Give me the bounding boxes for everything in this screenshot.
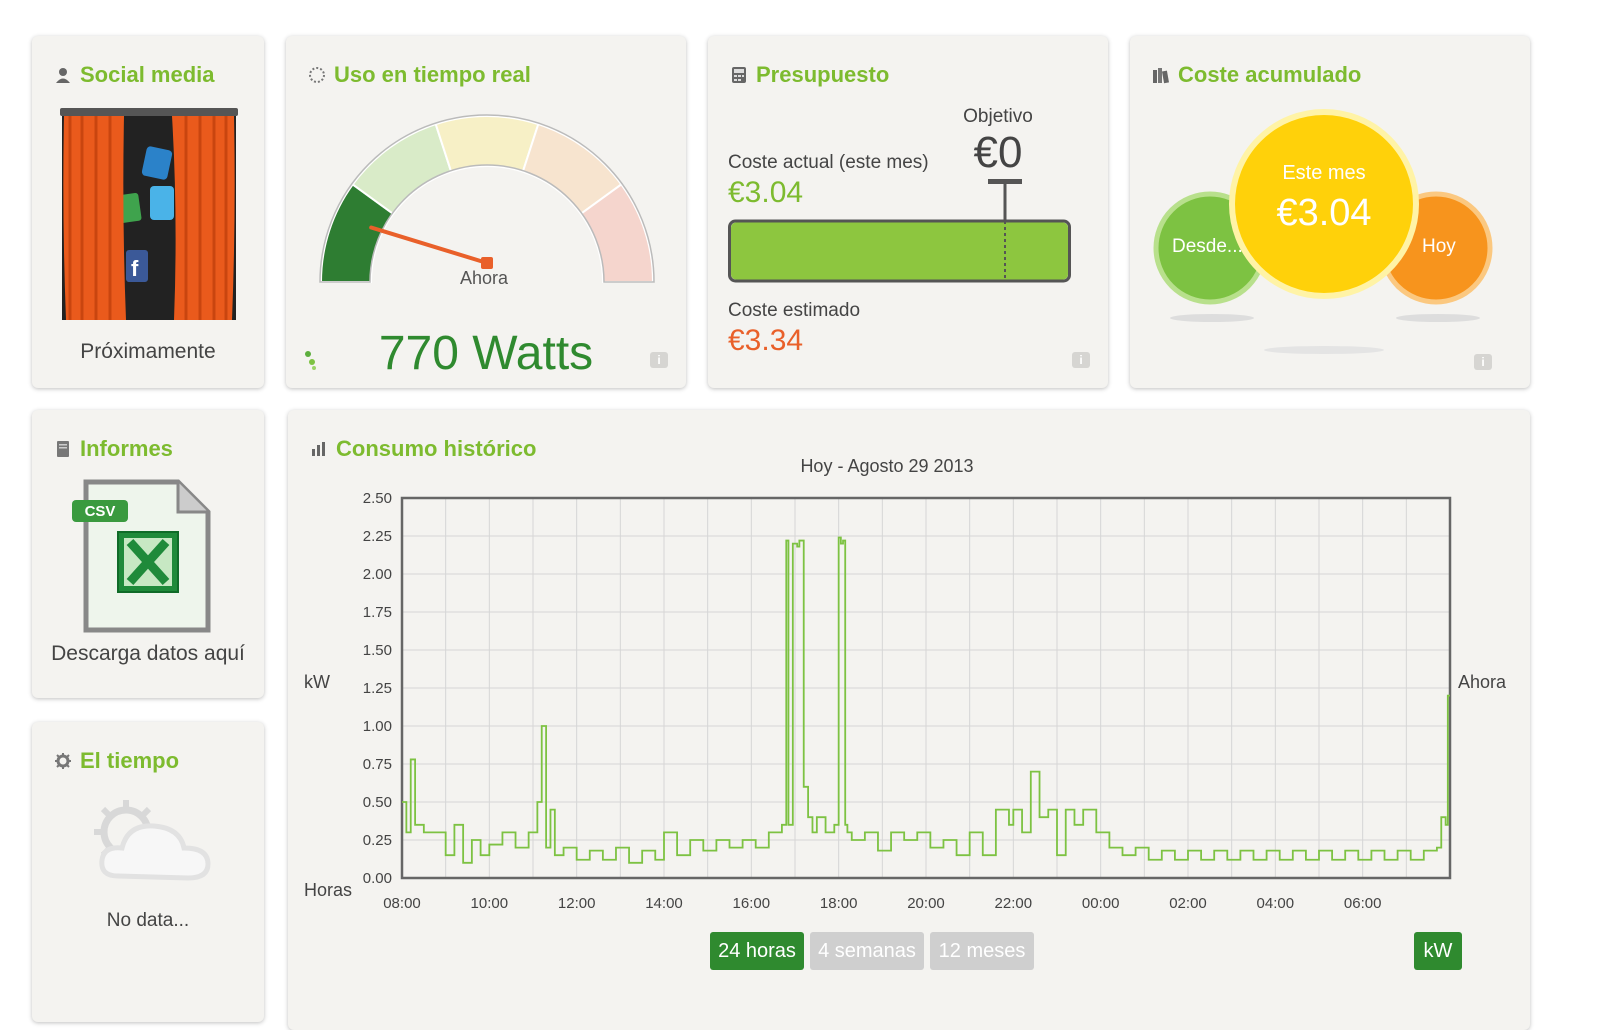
budget-estimate-value: €3.34 bbox=[728, 324, 804, 357]
range-4-weeks-button[interactable]: 4 semanas bbox=[810, 932, 924, 970]
user-icon bbox=[56, 68, 70, 83]
y-tick-label: 0.50 bbox=[363, 794, 392, 811]
x-tick-label: 14:00 bbox=[645, 895, 683, 912]
y-axis-label: kW bbox=[304, 672, 330, 692]
chart-title: Hoy - Agosto 29 2013 bbox=[800, 456, 974, 476]
reports-card[interactable]: Informes CSV Descarga datos aquí bbox=[32, 410, 264, 698]
info-icon[interactable]: i bbox=[1474, 354, 1492, 370]
unit-kw-button[interactable]: kW bbox=[1414, 932, 1462, 970]
y-tick-label: 2.50 bbox=[363, 490, 392, 507]
x-tick-label: 02:00 bbox=[1169, 895, 1207, 912]
csv-badge: CSV bbox=[84, 503, 116, 520]
consumption-series-line bbox=[402, 536, 1450, 864]
cost-bubble-month-value[interactable]: €3.04 bbox=[1276, 192, 1372, 234]
cloud-sun-icon bbox=[94, 800, 211, 881]
cost-bubble-month-label[interactable]: Este mes bbox=[1282, 162, 1366, 184]
budget-title-text: Presupuesto bbox=[756, 62, 890, 87]
y-tick-label: 2.00 bbox=[363, 566, 392, 583]
x-tick-label: 22:00 bbox=[995, 895, 1033, 912]
y-tick-label: 0.00 bbox=[363, 870, 392, 887]
reports-download-label[interactable]: Descarga datos aquí bbox=[51, 642, 245, 665]
y-tick-label: 0.25 bbox=[363, 832, 392, 849]
x-tick-label: 18:00 bbox=[820, 895, 858, 912]
budget-title: Presupuesto bbox=[730, 62, 889, 88]
bar-chart-icon bbox=[312, 442, 325, 456]
cumulative-cost-card: Coste acumulado Desde... Hoy Este mes €3… bbox=[1130, 36, 1530, 388]
cumulative-cost-title: Coste acumulado bbox=[1152, 62, 1361, 88]
x-tick-label: 20:00 bbox=[907, 895, 945, 912]
gear-icon bbox=[55, 753, 71, 769]
x-axis-label: Horas bbox=[304, 880, 352, 900]
y-tick-label: 1.50 bbox=[363, 642, 392, 659]
cost-bubble-since[interactable]: Desde... bbox=[1172, 236, 1243, 257]
social-media-label: Próximamente bbox=[80, 340, 216, 363]
budget-target-label: Objetivo bbox=[963, 106, 1033, 127]
gauge-now-label: Ahora bbox=[460, 268, 509, 288]
range-24h-button[interactable]: 24 horas bbox=[710, 932, 804, 970]
budget-target-value: €0 bbox=[973, 128, 1023, 177]
cost-bubble-today[interactable]: Hoy bbox=[1422, 236, 1456, 257]
x-tick-label: 04:00 bbox=[1257, 895, 1295, 912]
x-tick-label: 16:00 bbox=[733, 895, 771, 912]
info-icon[interactable]: i bbox=[1072, 352, 1090, 368]
y-tick-label: 2.25 bbox=[363, 528, 392, 545]
realtime-usage-card: Uso en tiempo real Ahora 770 Watts i bbox=[286, 36, 686, 388]
weather-title: El tiempo bbox=[54, 748, 179, 774]
y-tick-label: 0.75 bbox=[363, 756, 392, 773]
now-label: Ahora bbox=[1458, 672, 1507, 692]
reports-title-text: Informes bbox=[80, 436, 173, 461]
gauge-needle bbox=[369, 225, 489, 265]
document-icon bbox=[57, 441, 69, 457]
range-12-months-button[interactable]: 12 meses bbox=[930, 932, 1034, 970]
csv-excel-icon[interactable] bbox=[70, 478, 220, 636]
social-media-card[interactable]: Social media f Próximamente bbox=[32, 36, 264, 388]
budget-estimate-label: Coste estimado bbox=[728, 300, 861, 321]
x-tick-label: 06:00 bbox=[1344, 895, 1382, 912]
cost-bubbles bbox=[1153, 109, 1493, 354]
x-tick-label: 00:00 bbox=[1082, 895, 1120, 912]
realtime-watts-value: 770 Watts bbox=[378, 327, 594, 380]
historic-consumption-card: Consumo histórico Hoy - Agosto 29 2013 0… bbox=[288, 410, 1530, 1030]
x-tick-label: 08:00 bbox=[383, 895, 421, 912]
history-line-chart[interactable]: 0.00 0.25 0.50 0.75 1.00 1.25 1.50 1.75 2.00 2.25… bbox=[288, 410, 1530, 950]
curtain-social-icon: f bbox=[60, 108, 238, 320]
budget-bar-fill bbox=[731, 222, 1068, 280]
weather-no-data-label: No data... bbox=[106, 910, 190, 931]
y-tick-label: 1.00 bbox=[363, 718, 392, 735]
x-tick-label: 10:00 bbox=[471, 895, 509, 912]
books-icon bbox=[1153, 68, 1169, 84]
x-tick-label: 12:00 bbox=[558, 895, 596, 912]
svg-text:f: f bbox=[131, 256, 139, 281]
budget-bar bbox=[728, 179, 1071, 283]
y-tick-label: 1.25 bbox=[363, 680, 392, 697]
y-tick-label: 1.75 bbox=[363, 604, 392, 621]
calculator-icon bbox=[732, 67, 746, 83]
spinner-icon bbox=[309, 67, 325, 83]
social-media-title-text: Social media bbox=[80, 62, 215, 87]
historic-consumption-title-text: Consumo histórico bbox=[336, 436, 537, 461]
reports-title: Informes bbox=[54, 436, 173, 462]
budget-current-label: Coste actual (este mes) bbox=[728, 152, 929, 173]
plot-frame bbox=[400, 496, 1452, 880]
cumulative-cost-title-text: Coste acumulado bbox=[1178, 62, 1362, 87]
budget-current-value: €3.04 bbox=[728, 176, 804, 209]
budget-card: Presupuesto Objetivo €0 Coste actual (es… bbox=[708, 36, 1108, 388]
usage-gauge bbox=[319, 114, 655, 283]
historic-consumption-title: Consumo histórico bbox=[310, 436, 536, 462]
realtime-usage-title-text: Uso en tiempo real bbox=[334, 62, 531, 87]
social-media-title: Social media bbox=[54, 62, 215, 88]
weather-card: El tiempo No data... bbox=[32, 722, 264, 1022]
gauge-segment bbox=[434, 115, 540, 173]
leaf-icon bbox=[305, 351, 316, 370]
realtime-usage-title: Uso en tiempo real bbox=[308, 62, 531, 88]
info-icon[interactable]: i bbox=[650, 352, 668, 368]
weather-title-text: El tiempo bbox=[80, 748, 180, 773]
